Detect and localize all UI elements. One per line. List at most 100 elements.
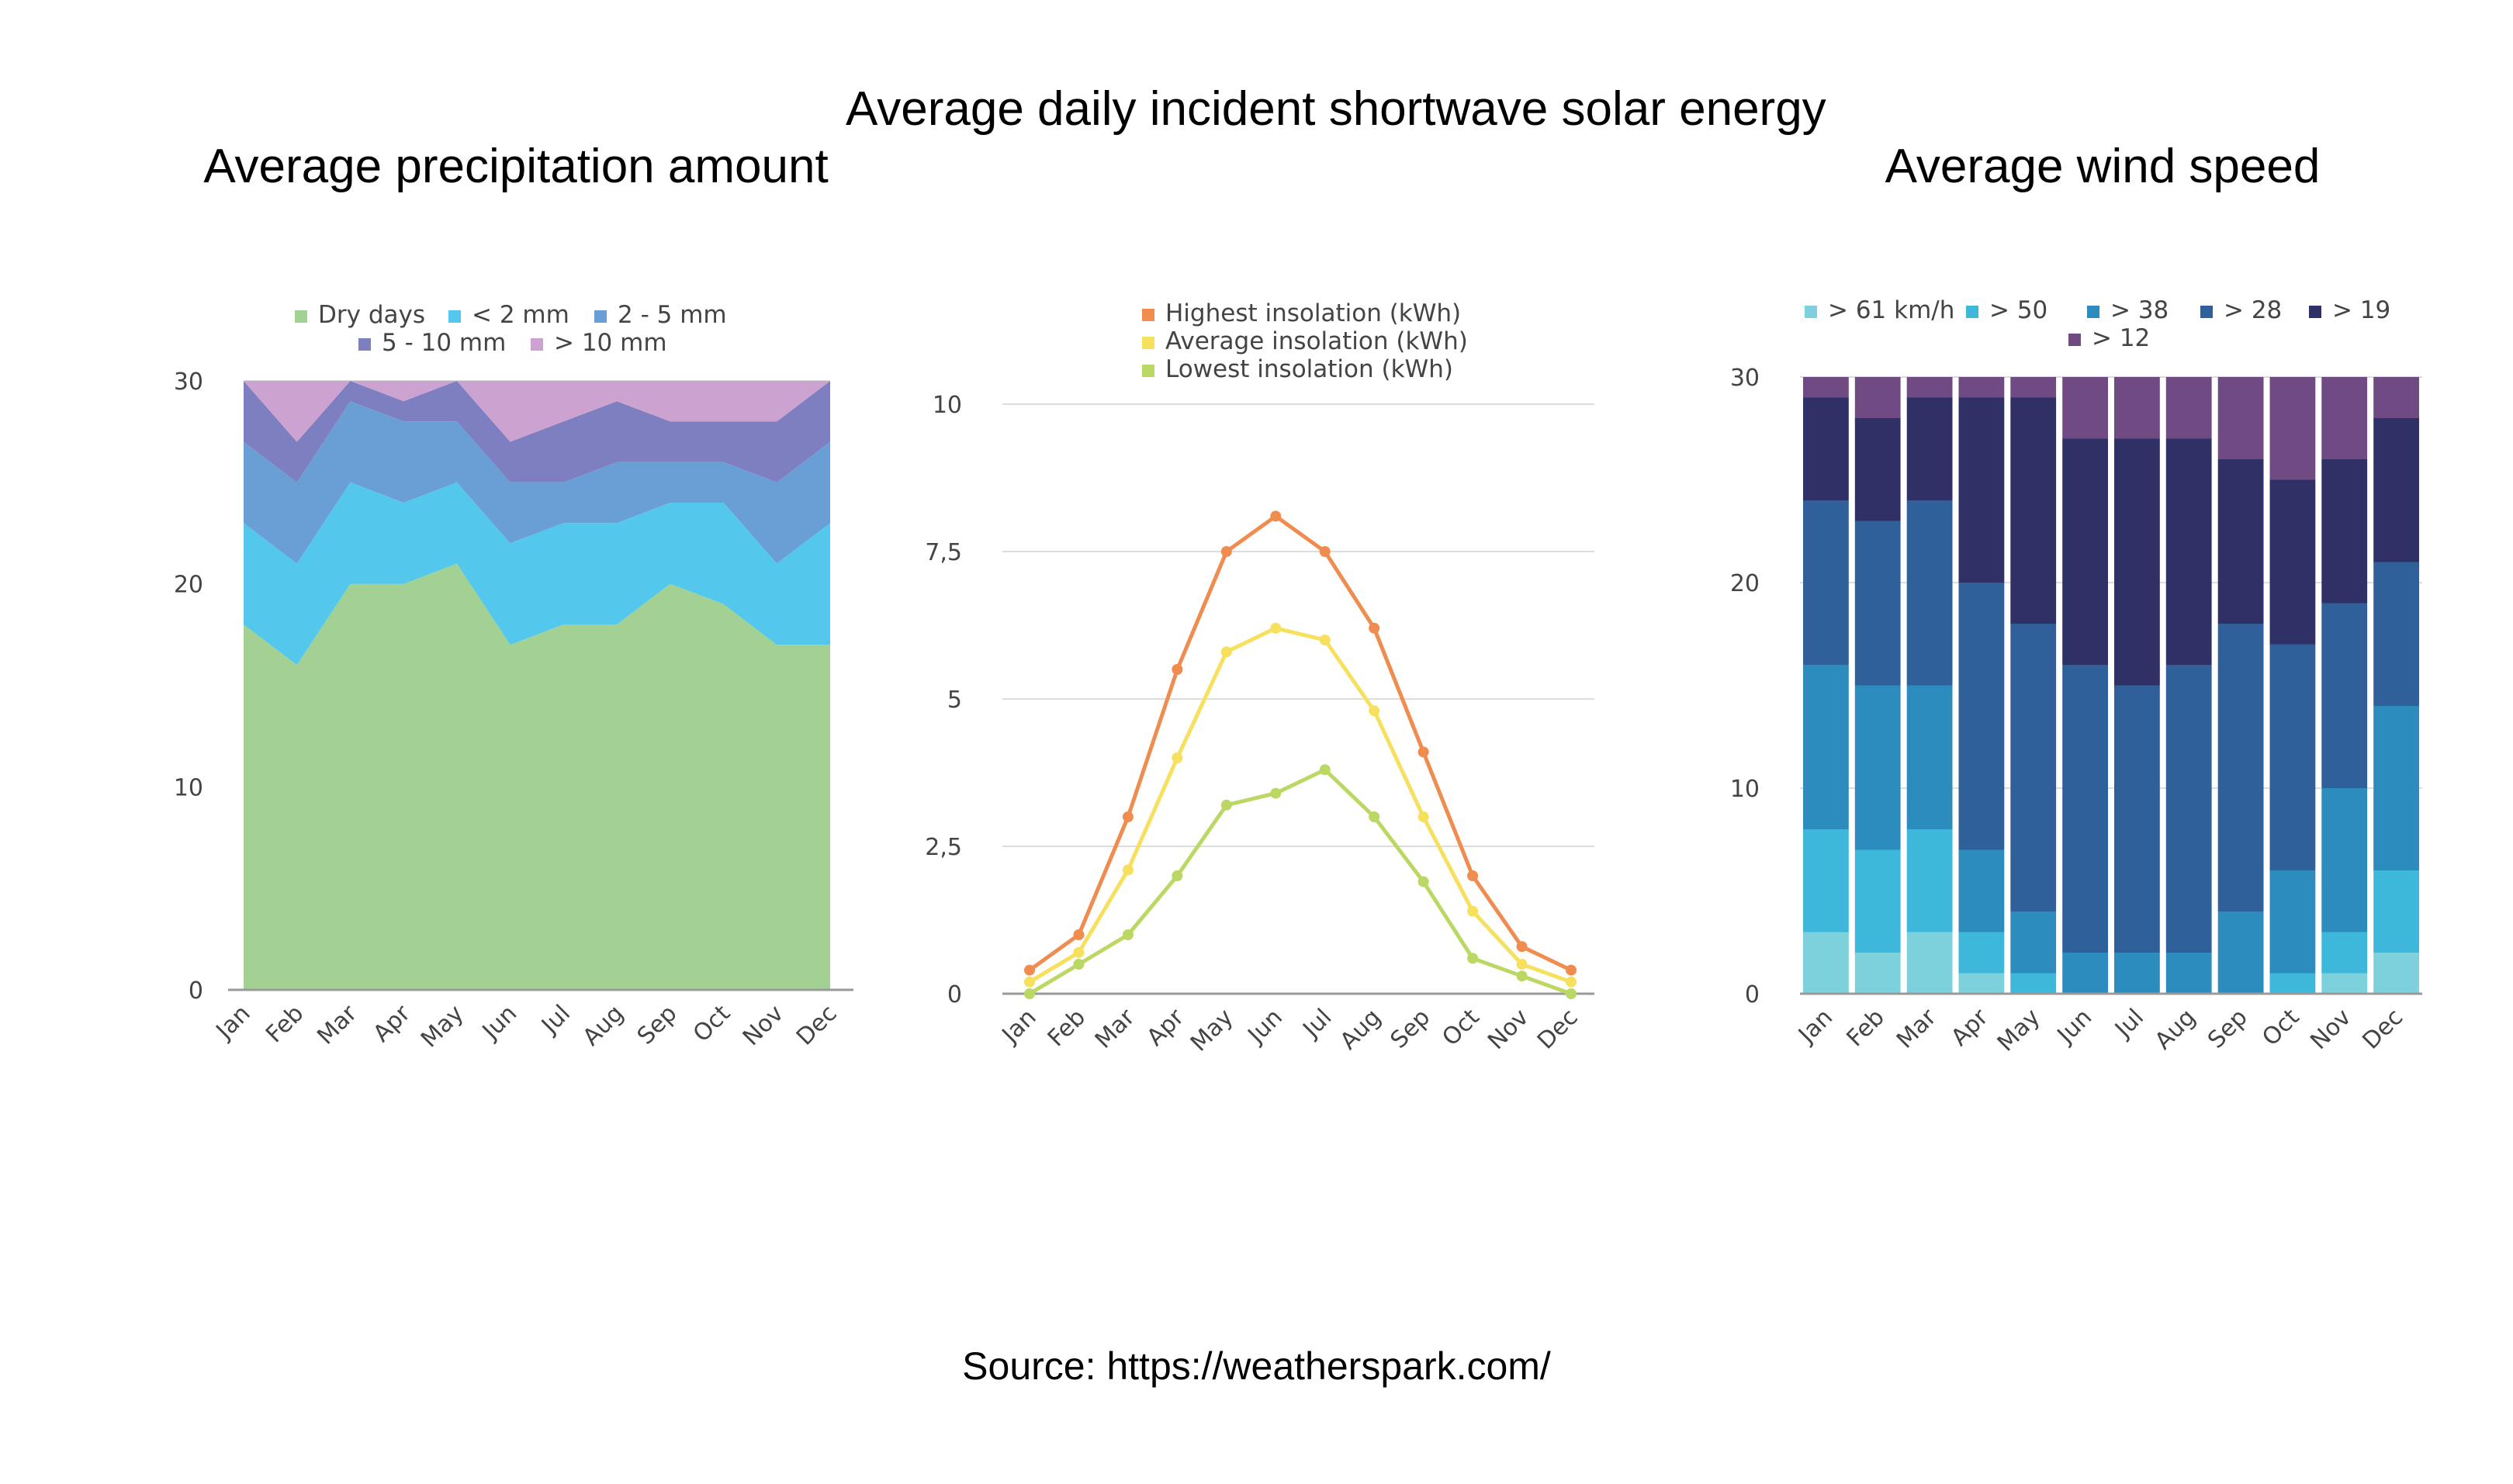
solar-line-highest-insolation-kwh <box>1028 514 1573 972</box>
wind-bar-oct-28 <box>2269 644 2316 870</box>
wind-bar-jun-12 <box>2062 377 2108 439</box>
wind-bar-jun-28 <box>2062 665 2108 953</box>
wind-bar-jul-12 <box>2114 377 2160 439</box>
wind-legend-swatch-28 <box>2200 306 2213 318</box>
wind-bar-apr-38 <box>1958 849 2005 932</box>
wind-bar-dec-61-km-h <box>2373 953 2419 994</box>
solar-y-tick-0: 0 <box>947 981 962 1008</box>
wind-bar-sep-19 <box>2217 459 2264 624</box>
wind-legend-swatch-50 <box>1966 306 1978 318</box>
wind-bar-may-19 <box>2010 397 2057 624</box>
wind-bar-apr-50 <box>1958 932 2005 974</box>
wind-bar-may-28 <box>2010 624 2057 912</box>
wind-bar-mar-28 <box>1906 500 1953 686</box>
precip-area-dry-days <box>244 563 830 990</box>
wind-bar-jan-19 <box>1803 397 1849 500</box>
source-caption: Source: https://weatherspark.com/ <box>962 1344 1551 1388</box>
precip-x-tick-may: May <box>416 1000 469 1053</box>
solar-legend-swatch-lowest-insolation-kwh <box>1142 365 1154 377</box>
wind-bar-nov-61-km-h <box>2321 973 2368 994</box>
solar-point-lowest-insolation-kwh-dec <box>1566 988 1577 999</box>
solar-point-lowest-insolation-kwh-apr <box>1172 870 1183 881</box>
wind-y-tick-0: 0 <box>1745 981 1760 1008</box>
solar-point-lowest-insolation-kwh-jul <box>1319 764 1331 776</box>
wind-bar-aug-19 <box>2165 438 2212 665</box>
wind-bar-mar-61-km-h <box>1906 932 1953 994</box>
solar-point-highest-insolation-kwh-jul <box>1319 546 1331 557</box>
wind-bar-dec-50 <box>2373 870 2419 953</box>
solar-x-tick-may: May <box>1186 1004 1239 1057</box>
solar-x-tick-mar: Mar <box>1090 1003 1141 1053</box>
precip-area-10-mm <box>244 381 830 442</box>
solar-point-average-insolation-kwh-sep <box>1417 811 1429 822</box>
wind-x-tick-aug: Aug <box>2150 1004 2201 1055</box>
wind-bar-jan-61-km-h <box>1803 932 1849 994</box>
solar-point-lowest-insolation-kwh-sep <box>1417 876 1429 887</box>
wind-x-tick-dec: Dec <box>2357 1004 2408 1055</box>
solar-point-highest-insolation-kwh-oct <box>1467 870 1479 881</box>
solar-point-average-insolation-kwh-mar <box>1122 864 1134 876</box>
wind-bar-dec-19 <box>2373 418 2419 562</box>
wind-legend-swatch-19 <box>2309 306 2321 318</box>
wind-bar-sep-38 <box>2217 912 2264 994</box>
precip-legend-label-5-10-mm: 5 - 10 mm <box>382 329 506 357</box>
wind-x-tick-jan: Jan <box>1792 1004 1838 1050</box>
solar-y-tick-2: 5 <box>947 687 962 714</box>
wind-bar-mar-38 <box>1906 685 1953 829</box>
precip-legend-label-2-mm: < 2 mm <box>472 301 569 329</box>
wind-bar-jan-28 <box>1803 500 1849 665</box>
wind-bar-jul-19 <box>2114 438 2160 686</box>
wind-legend-label-50: > 50 <box>1989 296 2047 324</box>
wind-bar-dec-12 <box>2373 377 2419 418</box>
precip-x-tick-jun: Jun <box>476 1000 522 1046</box>
solar-point-highest-insolation-kwh-apr <box>1172 664 1183 675</box>
wind-bar-jan-50 <box>1803 829 1849 932</box>
solar-point-lowest-insolation-kwh-mar <box>1122 929 1134 940</box>
precip-legend-label-10-mm: > 10 mm <box>554 329 667 357</box>
solar-point-highest-insolation-kwh-dec <box>1566 964 1577 976</box>
wind-bar-jan-38 <box>1803 665 1849 829</box>
wind-bar-jan-12 <box>1803 377 1849 398</box>
wind-bar-mar-12 <box>1906 377 1953 398</box>
wind-bar-feb-50 <box>1854 849 1901 953</box>
solar-point-lowest-insolation-kwh-feb <box>1073 959 1085 970</box>
solar-y-tick-3: 7,5 <box>925 539 962 566</box>
precip-legend-swatch-5-10-mm <box>358 338 371 351</box>
wind-bar-dec-28 <box>2373 562 2419 706</box>
solar-line-lowest-insolation-kwh <box>1028 767 1572 996</box>
solar-chart-title: Average daily incident shortwave solar e… <box>846 82 1826 136</box>
wind-bar-oct-19 <box>2269 479 2316 645</box>
wind-bar-jul-38 <box>2114 953 2160 994</box>
solar-point-average-insolation-kwh-oct <box>1467 905 1479 917</box>
wind-bar-apr-61-km-h <box>1958 973 2005 994</box>
wind-legend-swatch-12 <box>2068 334 2081 346</box>
solar-point-average-insolation-kwh-feb <box>1073 946 1085 958</box>
solar-point-average-insolation-kwh-jan <box>1024 976 1035 988</box>
wind-legend-label-28: > 28 <box>2224 296 2282 324</box>
wind-bar-apr-28 <box>1958 583 2005 850</box>
wind-bar-jun-38 <box>2062 953 2108 994</box>
wind-bar-nov-50 <box>2321 932 2368 974</box>
wind-bar-nov-19 <box>2321 459 2368 604</box>
wind-bar-apr-19 <box>1958 397 2005 583</box>
precip-legend-label-dry-days: Dry days <box>318 301 425 329</box>
solar-point-lowest-insolation-kwh-jun <box>1270 787 1282 799</box>
wind-bar-feb-12 <box>1854 377 1901 418</box>
precip-area-2-5-mm <box>244 401 830 564</box>
wind-bar-sep-28 <box>2217 624 2264 912</box>
solar-x-tick-sep: Sep <box>1386 1004 1436 1054</box>
wind-bar-mar-19 <box>1906 397 1953 500</box>
wind-x-tick-sep: Sep <box>2203 1004 2253 1054</box>
solar-x-tick-jun: Jun <box>1242 1004 1288 1050</box>
wind-y-tick-3: 30 <box>1730 365 1760 392</box>
wind-bar-mar-50 <box>1906 829 1953 932</box>
solar-point-average-insolation-kwh-dec <box>1566 976 1577 988</box>
wind-bar-aug-28 <box>2165 665 2212 953</box>
wind-legend-swatch-61-km-h <box>1805 306 1817 318</box>
precip-area-2-mm <box>244 482 830 666</box>
wind-bar-oct-38 <box>2269 870 2316 974</box>
solar-x-tick-oct: Oct <box>1437 1004 1485 1052</box>
wind-bar-may-38 <box>2010 912 2057 974</box>
wind-x-tick-jul: Jul <box>2109 1004 2149 1044</box>
